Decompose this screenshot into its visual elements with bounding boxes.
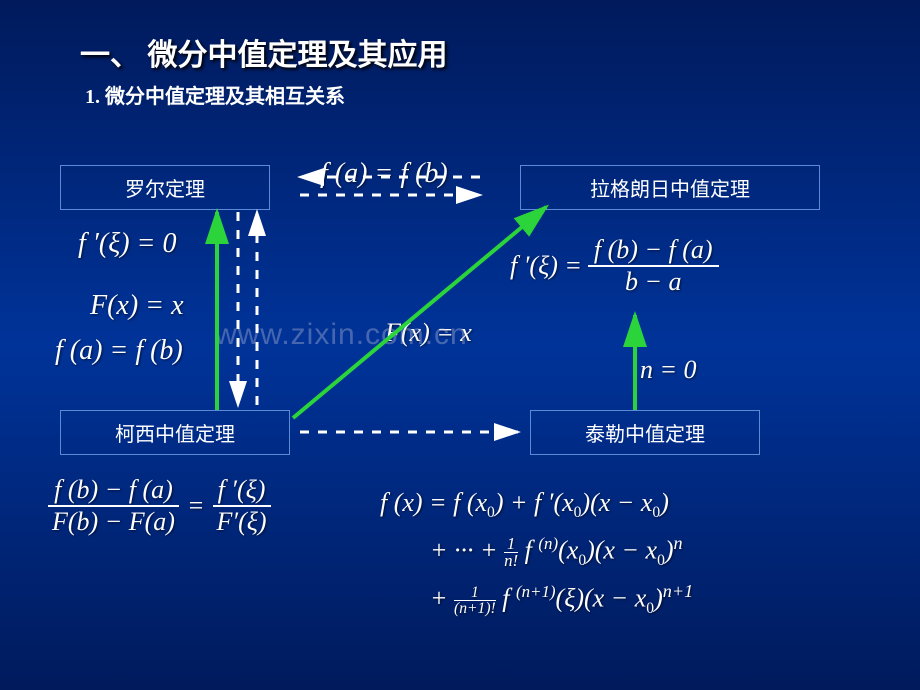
box-taylor: 泰勒中值定理 — [530, 410, 760, 455]
box-rolle: 罗尔定理 — [60, 165, 270, 210]
formula-Fx-left: F(x) = x — [90, 290, 184, 322]
box-cauchy-label: 柯西中值定理 — [115, 418, 235, 447]
formula-lagrange-result: f ′(ξ) = f (b) − f (a)b − a — [510, 235, 719, 297]
formula-taylor-result: f (x) = f (x0) + f ′(x0)(x − x0)+ ··· + … — [380, 480, 693, 623]
watermark-text: www.zixin.com.cn — [215, 318, 468, 352]
formula-fafb-left: f (a) = f (b) — [55, 335, 183, 367]
formula-rolle-result: f ′(ξ) = 0 — [78, 228, 176, 260]
box-cauchy: 柯西中值定理 — [60, 410, 290, 455]
page-title: 一、 微分中值定理及其应用 — [80, 30, 448, 74]
box-lagrange: 拉格朗日中值定理 — [520, 165, 820, 210]
page-subtitle: 1. 微分中值定理及其相互关系 — [85, 80, 345, 109]
box-lagrange-label: 拉格朗日中值定理 — [590, 173, 750, 202]
box-rolle-label: 罗尔定理 — [125, 173, 205, 202]
formula-cauchy-result: f (b) − f (a)F(b) − F(a)=f ′(ξ)F′(ξ) — [48, 475, 271, 537]
formula-top-mid: f (a) = f (b) — [320, 158, 448, 190]
formula-n0: n = 0 — [640, 355, 697, 385]
box-taylor-label: 泰勒中值定理 — [585, 418, 705, 447]
